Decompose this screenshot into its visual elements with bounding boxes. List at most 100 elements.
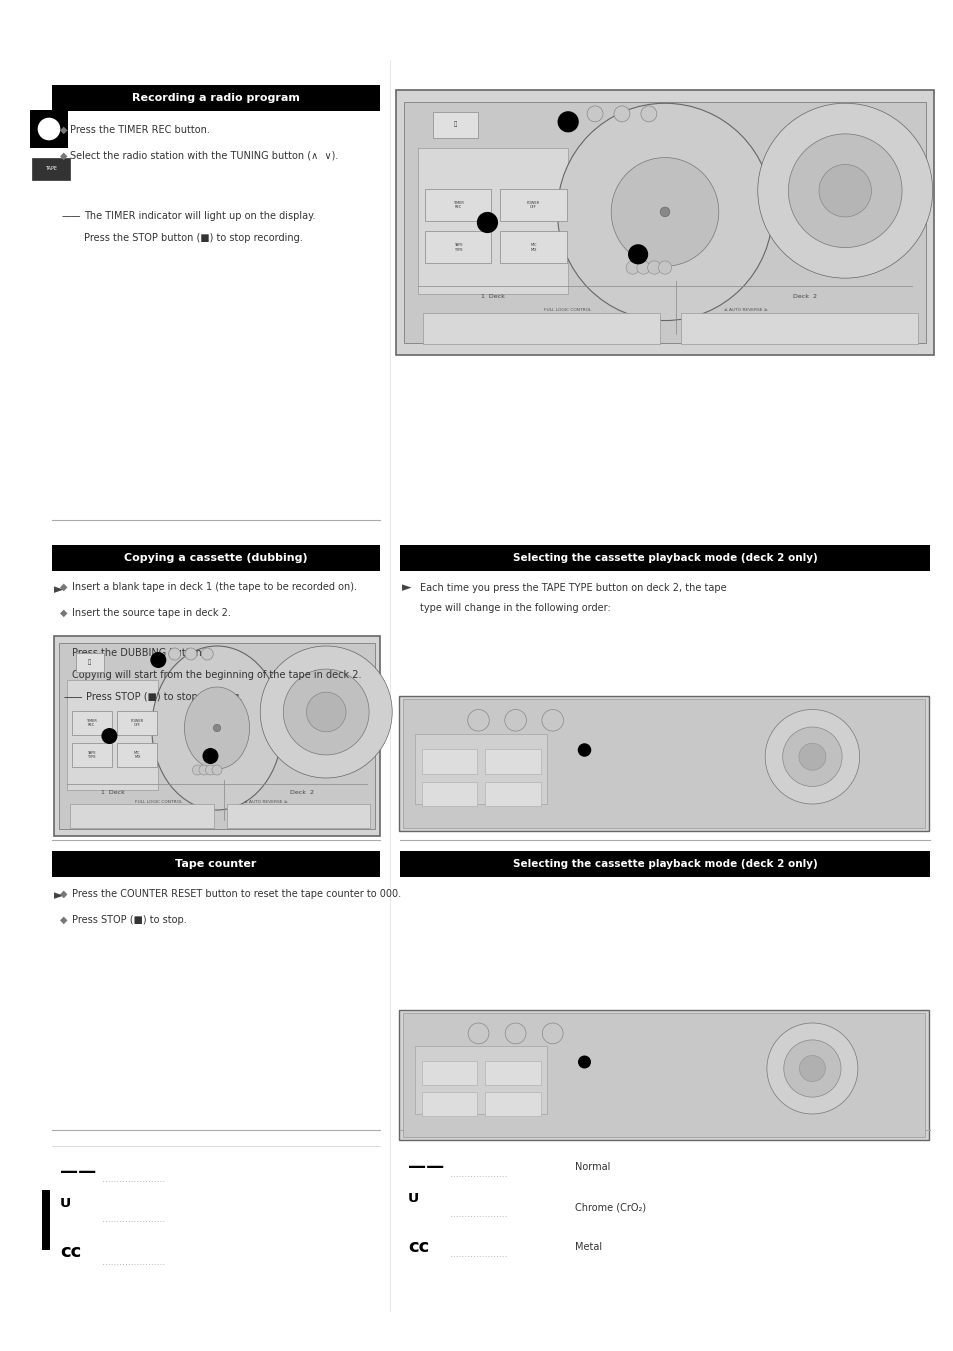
Bar [54,636,379,836]
Text: ⏻: ⏻ [88,659,91,665]
Text: TAPE: TAPE [45,166,57,172]
Text: TIMER
REC: TIMER REC [86,719,97,727]
FancyBboxPatch shape [117,743,157,767]
Text: ....................: .................... [450,1250,507,1259]
Text: TAPE
TYPE: TAPE TYPE [454,243,462,251]
Circle shape [764,709,859,804]
Text: Deck  2: Deck 2 [290,789,314,794]
Circle shape [193,765,202,775]
Circle shape [468,1023,488,1044]
Circle shape [757,103,932,278]
FancyBboxPatch shape [421,781,476,807]
FancyBboxPatch shape [421,1062,476,1085]
FancyBboxPatch shape [425,231,491,263]
FancyBboxPatch shape [117,711,157,735]
Text: ....................: .................... [450,1170,507,1179]
Circle shape [199,765,209,775]
Text: POWER
OFF: POWER OFF [526,201,539,209]
Text: ᵁ: ᵁ [60,1198,71,1219]
Text: ....................: .................... [450,1210,507,1219]
Bar [59,643,375,828]
Circle shape [38,119,60,139]
Text: Press STOP (■) to stop copying.: Press STOP (■) to stop copying. [86,692,242,703]
Text: Copying will start from the beginning of the tape in deck 2.: Copying will start from the beginning of… [71,670,361,680]
Text: Metal: Metal [575,1242,601,1252]
Text: ——: —— [408,1158,444,1175]
Ellipse shape [152,646,282,811]
Text: FULL LOGIC CONTROL: FULL LOGIC CONTROL [134,800,182,804]
Text: ◆: ◆ [60,151,68,161]
Text: ≤ AUTO REVERSE ≥: ≤ AUTO REVERSE ≥ [244,800,288,804]
Circle shape [640,105,656,122]
Bar [52,85,379,111]
FancyBboxPatch shape [421,1093,476,1116]
Circle shape [213,724,220,732]
FancyBboxPatch shape [71,711,112,735]
Text: The TIMER indicator will light up on the display.: The TIMER indicator will light up on the… [84,211,315,222]
Text: TIMER
REC: TIMER REC [453,201,463,209]
Circle shape [647,261,660,274]
Text: FULL LOGIC CONTROL: FULL LOGIC CONTROL [544,308,591,312]
Bar [30,109,68,149]
Bar [680,312,917,345]
Bar [67,680,158,790]
Bar [76,653,104,673]
Text: cc: cc [60,1243,81,1260]
Bar [398,696,928,831]
Ellipse shape [184,688,250,769]
Text: MIC
MIX: MIC MIX [530,243,537,251]
Text: ◆: ◆ [60,126,68,135]
Text: ≤ AUTO REVERSE ≥: ≤ AUTO REVERSE ≥ [723,308,766,312]
Text: ——: —— [64,692,84,703]
Text: Press the TIMER REC button.: Press the TIMER REC button. [70,126,210,135]
Circle shape [151,653,166,667]
Circle shape [627,245,647,265]
Text: ᵁ: ᵁ [408,1193,418,1213]
Text: Tape counter: Tape counter [175,859,256,869]
FancyBboxPatch shape [71,743,112,767]
Bar [52,851,379,877]
Text: 1  Deck: 1 Deck [480,295,504,299]
Text: Normal: Normal [575,1162,610,1173]
FancyBboxPatch shape [425,189,491,222]
Ellipse shape [557,103,772,320]
Circle shape [659,207,669,216]
Bar [417,149,568,295]
Text: ——: —— [60,1163,96,1181]
Text: ◆: ◆ [60,582,68,592]
Bar [399,851,929,877]
Text: Recording a radio program: Recording a radio program [132,93,299,103]
FancyBboxPatch shape [499,189,566,222]
Circle shape [798,743,825,770]
Circle shape [205,765,215,775]
FancyBboxPatch shape [485,750,540,774]
Text: ——: —— [62,211,81,222]
Bar [402,1013,924,1138]
Circle shape [201,648,213,661]
Circle shape [541,1023,562,1044]
Text: cc: cc [408,1238,429,1256]
Text: Selecting the cassette playback mode (deck 2 only): Selecting the cassette playback mode (de… [512,859,817,869]
Circle shape [614,105,629,122]
Bar [415,734,547,804]
Text: ►: ► [54,889,64,902]
Text: ◆: ◆ [60,889,68,898]
FancyBboxPatch shape [485,1062,540,1085]
Text: Insert a blank tape in deck 1 (the tape to be recorded on).: Insert a blank tape in deck 1 (the tape … [71,582,356,592]
Text: Press the DUBBING button.: Press the DUBBING button. [71,648,205,658]
Circle shape [260,646,392,778]
Bar [399,544,929,571]
Bar [422,312,659,345]
Circle shape [658,261,671,274]
Bar [42,1190,50,1250]
Text: ......................: ...................... [102,1258,165,1267]
Bar [402,698,924,828]
Circle shape [557,111,578,132]
Circle shape [476,212,497,234]
Text: ►: ► [401,581,411,594]
Text: ⏻: ⏻ [453,122,456,127]
FancyBboxPatch shape [421,750,476,774]
Text: TAPE
TYPE: TAPE TYPE [88,751,96,759]
Bar [52,544,379,571]
Circle shape [586,105,602,122]
